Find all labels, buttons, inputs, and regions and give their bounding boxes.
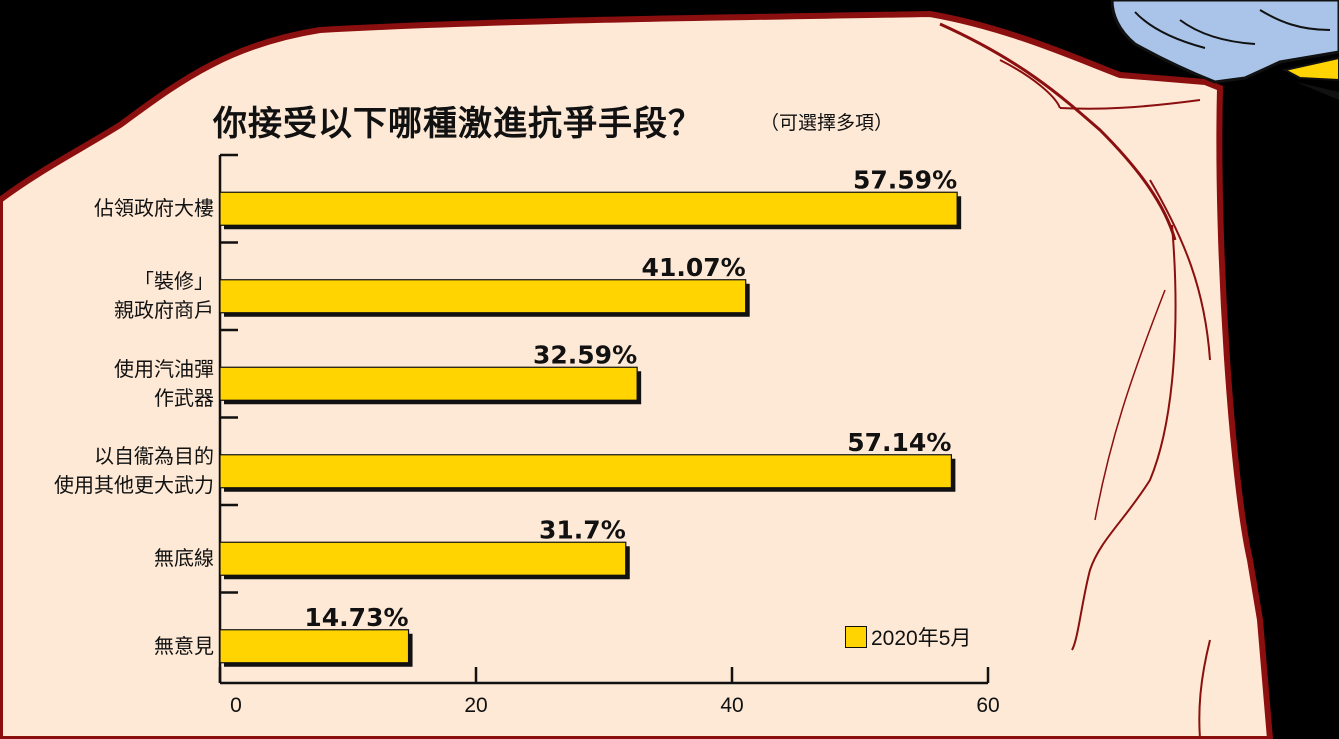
legend: 2020年5月 xyxy=(845,622,971,652)
x-tick-label: 20 xyxy=(464,694,487,717)
arm-crease-6 xyxy=(999,59,1061,109)
bar xyxy=(219,191,958,226)
bar xyxy=(219,366,638,401)
category-label: 使用汽油彈作武器 xyxy=(114,355,214,413)
arm-crease-2 xyxy=(1071,224,1177,651)
chart-title: 你接受以下哪種激進抗爭手段？ xyxy=(213,104,703,144)
bar-value-label: 14.73% xyxy=(304,603,408,632)
bar xyxy=(219,279,747,314)
category-label-line: 無意見 xyxy=(154,633,214,658)
arm-crease-4 xyxy=(1198,639,1211,739)
x-tick-label: 0 xyxy=(230,694,242,717)
x-tick-label: 40 xyxy=(720,694,743,717)
category-label-line: 以自衞為目的 xyxy=(94,444,214,469)
shoulder-crease xyxy=(939,22,1177,241)
category-label: 無底線 xyxy=(154,544,214,573)
category-label: 以自衞為目的使用其他更大武力 xyxy=(54,442,214,500)
category-label: 無意見 xyxy=(154,632,214,661)
category-label-line: 使用其他更大武力 xyxy=(54,473,214,498)
category-label-line: 佔領政府大樓 xyxy=(94,196,214,221)
category-label: 佔領政府大樓 xyxy=(94,194,214,223)
bar-value-label: 32.59% xyxy=(533,340,637,369)
sleeve-fold xyxy=(1134,9,1331,49)
category-label-line: 無底線 xyxy=(154,546,214,571)
sleeve-stripe xyxy=(1282,56,1339,82)
bar-value-label: 31.7% xyxy=(539,515,626,544)
arm-crease-3 xyxy=(1094,289,1166,521)
chart-subtitle: （可選擇多項） xyxy=(760,112,894,134)
bar-value-label: 57.14% xyxy=(847,428,951,457)
category-label-line: 親政府商戶 xyxy=(114,298,214,323)
bar-value-label: 41.07% xyxy=(642,253,746,282)
category-label: 「裝修」親政府商戶 xyxy=(114,267,214,325)
arm-crease-1 xyxy=(1149,179,1211,361)
category-label-line: 「裝修」 xyxy=(134,269,214,294)
category-label-line: 使用汽油彈 xyxy=(114,356,214,381)
category-label-line: 作武器 xyxy=(154,385,214,410)
bar-value-label: 57.59% xyxy=(853,165,957,194)
bar xyxy=(219,629,410,664)
legend-label: 2020年5月 xyxy=(871,627,972,650)
sleeve-stripe-shadow xyxy=(1296,82,1339,100)
x-tick-label: 60 xyxy=(976,694,999,717)
bar xyxy=(219,454,952,489)
arm-crease-5 xyxy=(1059,99,1201,110)
bar xyxy=(219,541,627,576)
legend-swatch xyxy=(845,626,867,648)
